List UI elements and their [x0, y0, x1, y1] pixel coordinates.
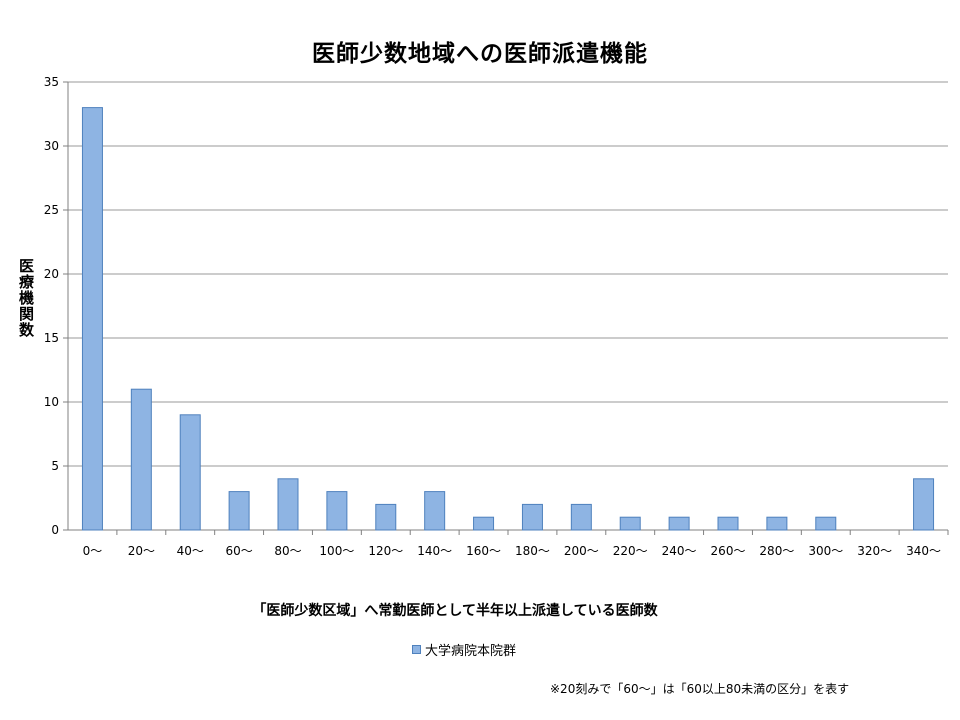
y-tick-label: 10: [44, 395, 59, 409]
y-axis-label: 医療機関数: [17, 258, 35, 338]
x-tick-label: 100～: [319, 544, 354, 558]
bar: [619, 516, 641, 531]
bar: [668, 516, 690, 531]
x-tick-label: 280～: [759, 544, 794, 558]
bar: [424, 491, 446, 531]
x-tick-label: 180～: [515, 544, 550, 558]
bar: [717, 516, 739, 531]
bar: [570, 503, 592, 531]
x-tick-label: 80～: [274, 544, 301, 558]
x-tick-label: 300～: [808, 544, 843, 558]
bar: [81, 107, 103, 531]
x-tick-label: 140～: [417, 544, 452, 558]
x-tick-label: 20～: [128, 544, 155, 558]
x-tick-label: 220～: [613, 544, 648, 558]
footnote: ※20刻みで「60～」は「60以上80未満の区分」を表す: [550, 682, 850, 696]
x-tick-label: 40～: [177, 544, 204, 558]
x-tick-label: 120～: [368, 544, 403, 558]
bar: [913, 478, 935, 531]
x-tick-label: 340～: [906, 544, 941, 558]
bar: [130, 388, 152, 531]
bar: [521, 503, 543, 531]
bar: [766, 516, 788, 531]
bar: [815, 516, 837, 531]
y-tick-label: 30: [44, 139, 59, 153]
y-tick-label: 25: [44, 203, 59, 217]
y-tick-label: 0: [51, 523, 59, 537]
bar: [326, 491, 348, 531]
legend: 大学病院本院群: [412, 640, 516, 659]
legend-label: 大学病院本院群: [425, 644, 517, 659]
bar: [179, 414, 201, 531]
x-tick-label: 320～: [857, 544, 892, 558]
chart-title: 医師少数地域への医師派遣機能: [312, 41, 648, 67]
x-tick-label: 160～: [466, 544, 501, 558]
legend-swatch: [412, 645, 421, 654]
bar: [375, 503, 397, 531]
x-tick-label: 240～: [662, 544, 697, 558]
bar: [228, 491, 250, 531]
x-axis-label: 「医師少数区域」へ常勤医師として半年以上派遣している医師数: [252, 603, 658, 619]
y-tick-label: 5: [51, 459, 59, 473]
x-tick-label: 60～: [225, 544, 252, 558]
x-tick-label: 0～: [83, 544, 103, 558]
y-tick-label: 35: [44, 75, 59, 89]
y-tick-label: 15: [44, 331, 59, 345]
y-tick-label: 20: [44, 267, 59, 281]
bar: [277, 478, 299, 531]
x-tick-label: 200～: [564, 544, 599, 558]
x-tick-label: 260～: [711, 544, 746, 558]
bar: [473, 516, 495, 531]
